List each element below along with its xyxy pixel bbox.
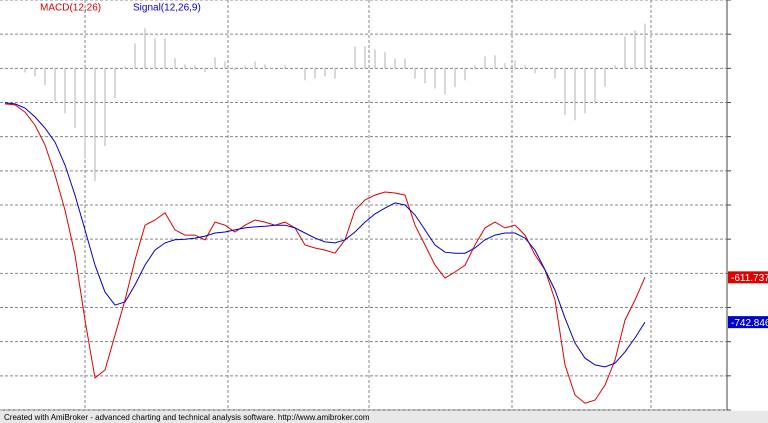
series-line xyxy=(4,103,646,404)
last-value-label: -742.846 xyxy=(731,318,768,329)
legend-entry: Signal(12,26,9) xyxy=(133,3,201,14)
last-value-box xyxy=(728,316,768,329)
footer: Created with AmiBroker - advanced charti… xyxy=(4,413,370,422)
last-value-box xyxy=(728,271,768,284)
footer-bar xyxy=(0,411,768,423)
last-value-label: -611.737 xyxy=(731,273,768,284)
legend-entry: MACD(12,26) xyxy=(40,3,101,14)
series-line xyxy=(4,102,646,368)
